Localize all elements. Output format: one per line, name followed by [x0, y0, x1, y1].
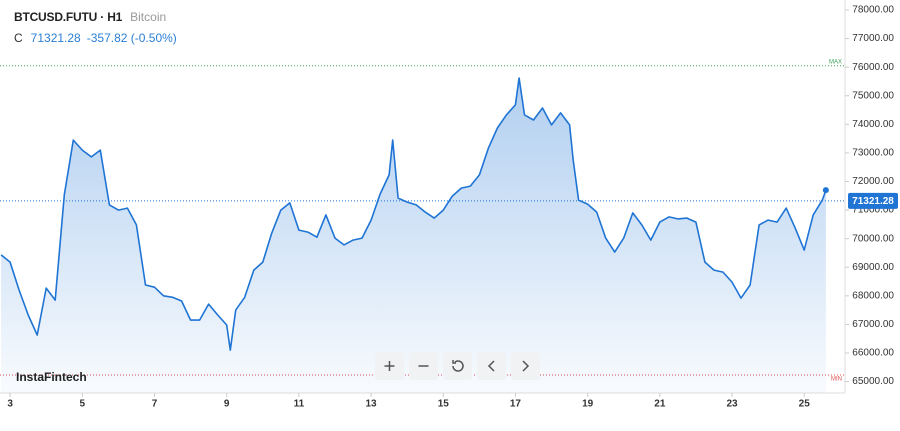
y-tick-label: 78000.00	[852, 5, 894, 16]
price-row: C 71321.28 -357.82 (-0.50%)	[14, 31, 183, 45]
y-tick-label: 67000.00	[852, 319, 894, 330]
x-tick-label: 11	[294, 399, 305, 410]
x-tick-label: 3	[7, 399, 13, 410]
last-price-box	[848, 192, 898, 209]
y-tick-label: 76000.00	[852, 62, 894, 73]
change: -357.82 (-0.50%)	[86, 31, 177, 45]
x-tick-label: 25	[799, 399, 811, 410]
x-tick-label: 5	[80, 399, 86, 410]
y-tick-label: 77000.00	[852, 33, 894, 44]
y-tick-label: 72000.00	[852, 176, 894, 187]
x-tick-label: 23	[726, 399, 738, 410]
y-tick-label: 66000.00	[852, 348, 894, 359]
max-line-label: MAX	[829, 59, 842, 65]
zoom-out-button[interactable]	[409, 352, 438, 380]
min-line-label: MIN	[831, 377, 842, 383]
y-tick-label: 71000.00	[852, 205, 894, 216]
x-tick-label: 7	[152, 399, 158, 410]
symbol: BTCUSD.FUTU · H1	[14, 10, 123, 24]
brand: InstaFintech	[16, 370, 87, 384]
close-label: C	[14, 31, 23, 45]
x-tick-label: 17	[510, 399, 522, 410]
last-price-label: 71321.28	[852, 196, 894, 207]
x-tick-label: 13	[366, 399, 378, 410]
y-tick-label: 75000.00	[852, 90, 894, 101]
scroll-left-button[interactable]	[477, 352, 506, 380]
area-fill	[1, 78, 826, 393]
y-tick-label: 65000.00	[852, 376, 894, 387]
x-tick-label: 15	[438, 399, 450, 410]
y-tick-label: 73000.00	[852, 148, 894, 159]
y-tick-label: 68000.00	[852, 290, 894, 301]
y-tick-label: 70000.00	[852, 233, 894, 244]
y-tick-label: 69000.00	[852, 262, 894, 273]
description: Bitcoin	[130, 10, 167, 24]
x-tick-label: 9	[224, 399, 230, 410]
close-value: 71321.28	[30, 31, 81, 45]
x-tick-label: 21	[654, 399, 666, 410]
last-point	[822, 187, 829, 194]
scroll-right-button[interactable]	[511, 352, 540, 380]
y-tick-label: 74000.00	[852, 119, 894, 130]
header-row: BTCUSD.FUTU · H1 Bitcoin	[14, 10, 166, 24]
price-line	[0, 77, 827, 351]
x-tick-label: 19	[582, 399, 594, 410]
zoom-in-button[interactable]	[375, 352, 404, 380]
reset-button[interactable]	[443, 352, 472, 380]
